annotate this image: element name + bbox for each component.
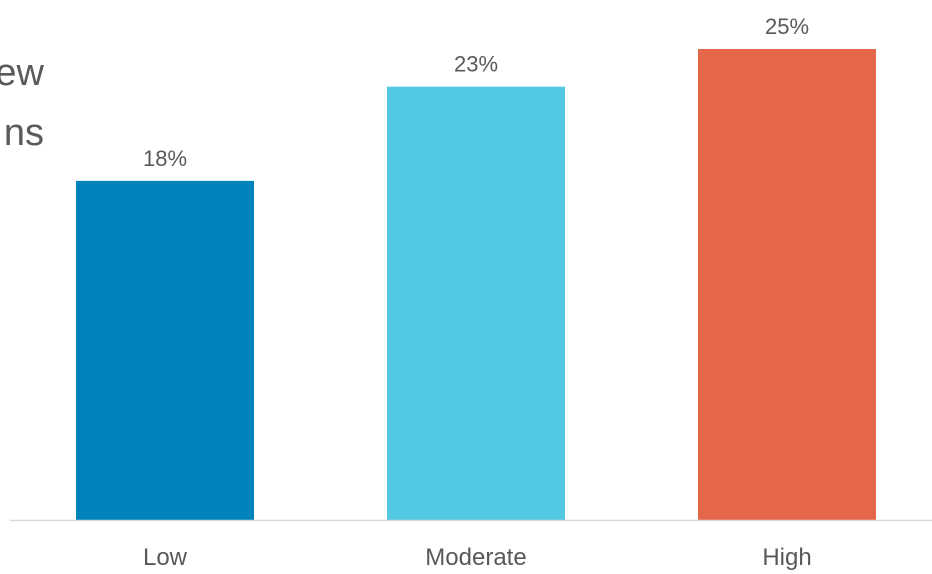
chart-title-fragment-1: ew <box>0 52 44 94</box>
x-tick-label-moderate: Moderate <box>425 544 526 571</box>
chart-title-fragment-2: ns <box>3 112 44 154</box>
x-tick-label-low: Low <box>143 544 188 571</box>
bar-high <box>698 49 876 520</box>
bar-low <box>76 180 254 520</box>
x-tick-label-high: High <box>762 544 811 571</box>
data-label-moderate: 23% <box>454 52 498 77</box>
bar-moderate <box>387 86 565 521</box>
data-label-high: 25% <box>765 14 809 39</box>
data-label-low: 18% <box>143 146 187 171</box>
